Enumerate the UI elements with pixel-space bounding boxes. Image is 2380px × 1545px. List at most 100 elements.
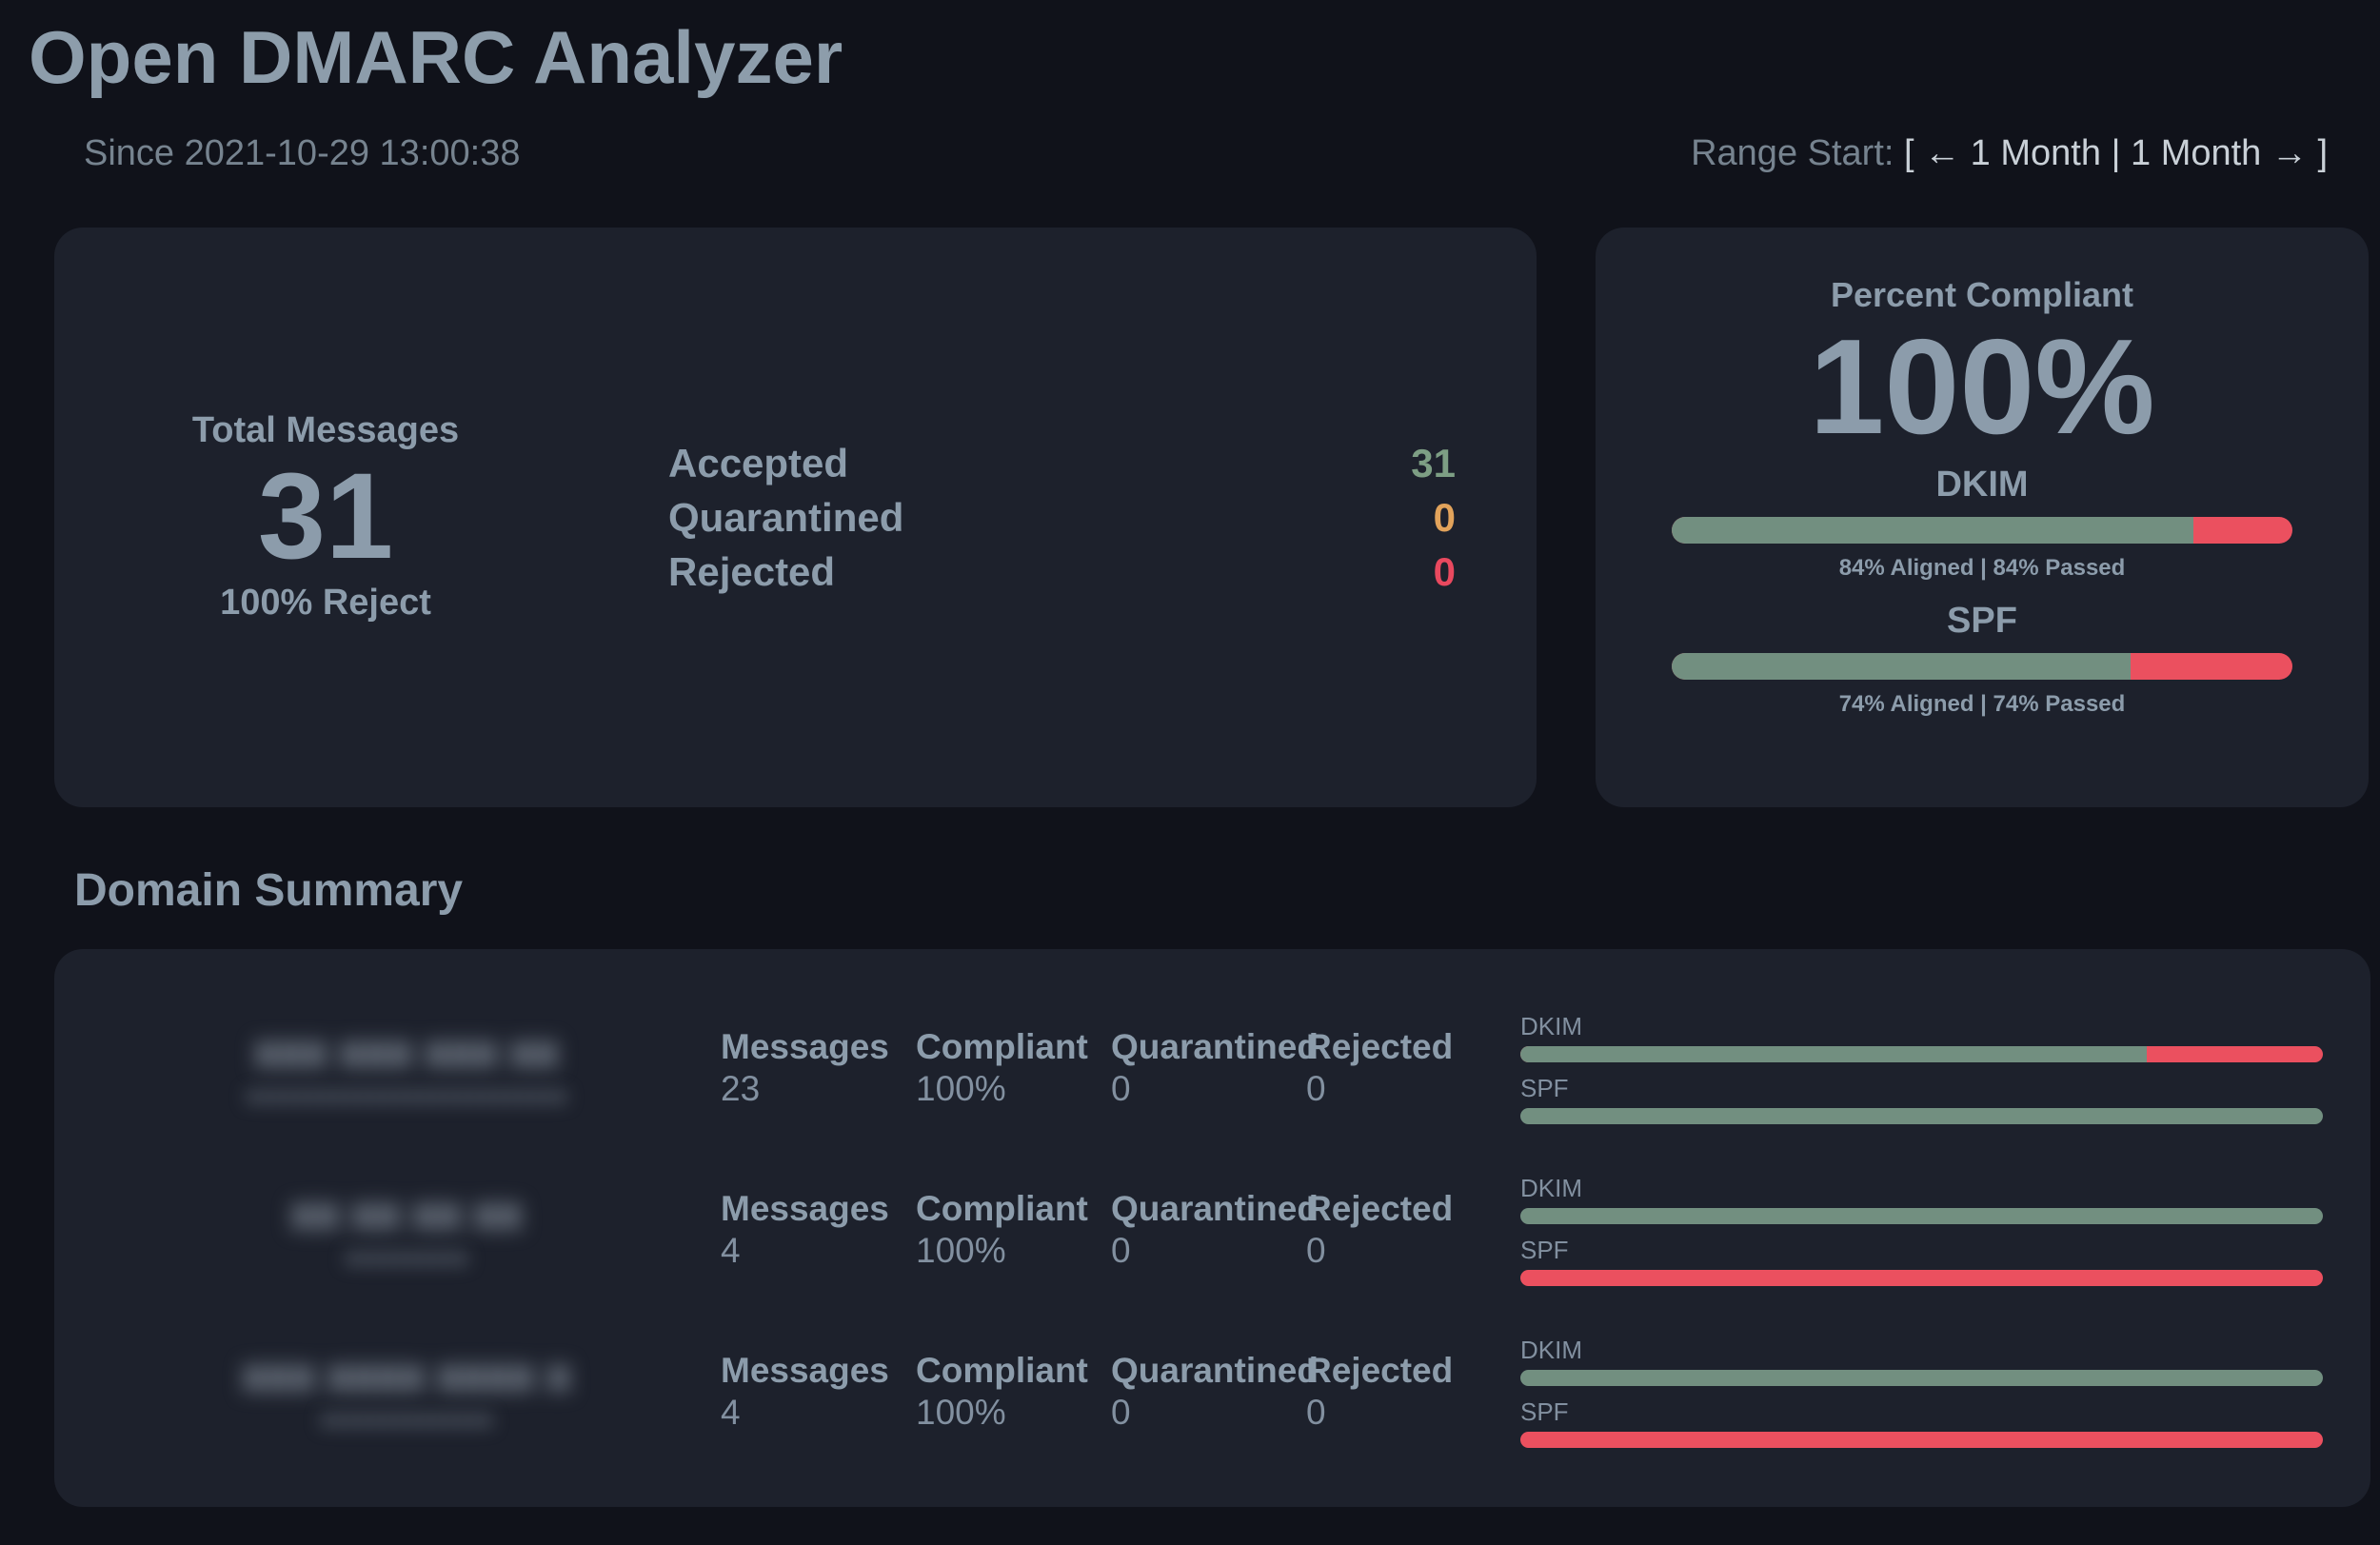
- domain-cell: xxx xxx xxx xx xxxxxxxxxxxxxxxxxxxxxxxxx…: [92, 1025, 721, 1110]
- reject-percent-label: 100% Reject: [220, 583, 431, 624]
- domain-name-link[interactable]: xxx xxxx xxxx x: [242, 1350, 571, 1400]
- accepted-value: 31: [1411, 440, 1456, 485]
- row-dkim-bar: [1520, 1045, 2323, 1062]
- row-spf-label: SPF: [1520, 1396, 1569, 1426]
- row-bars-cell: DKIM SPF: [1520, 1174, 2323, 1286]
- quarantined-value: 0: [1111, 1392, 1131, 1432]
- rejected-value: 0: [1306, 1068, 1326, 1108]
- messages-cell: Messages 23: [721, 1027, 916, 1109]
- quarantined-value: 0: [1433, 494, 1456, 540]
- row-dkim-fill: [1520, 1045, 2147, 1062]
- page-title: Open DMARC Analyzer: [29, 15, 843, 99]
- messages-cell: Messages 4: [721, 1351, 916, 1433]
- quarantined-header: Quarantined: [1111, 1350, 1319, 1390]
- range-bracket-open: [: [1904, 132, 1914, 173]
- messages-value: 23: [721, 1068, 761, 1108]
- rejected-header: Rejected: [1306, 1026, 1454, 1066]
- row-bars-cell: DKIM SPF: [1520, 1012, 2323, 1124]
- table-row: xx xx xx xx xxxxxxxxxx Messages 4 Compli…: [92, 1149, 2323, 1311]
- row-dkim-fill: [1520, 1207, 2323, 1224]
- table-row: xxx xxxx xxxx x xxxxxxxxxxxxxx Messages …: [92, 1311, 2323, 1473]
- compliant-header: Compliant: [916, 1026, 1088, 1066]
- domain-name-link[interactable]: xx xx xx xx: [290, 1188, 523, 1238]
- rejected-value: 0: [1433, 548, 1456, 594]
- rejected-cell: Rejected 0: [1306, 1351, 1511, 1433]
- range-divider: |: [2111, 132, 2121, 173]
- messages-value: 4: [721, 1392, 741, 1432]
- row-spf-fill: [1520, 1107, 2323, 1124]
- rejected-label: Rejected: [668, 548, 836, 594]
- messages-header: Messages: [721, 1350, 889, 1390]
- dkim-progress-bar: [1672, 516, 2292, 544]
- dkim-label: DKIM: [1935, 464, 2029, 505]
- rejected-value: 0: [1306, 1230, 1326, 1270]
- range-start-control: Range Start: [ ← 1 Month | 1 Month → ]: [1691, 133, 2328, 174]
- range-next-month-link[interactable]: 1 Month →: [2131, 132, 2308, 173]
- spf-progress-fill: [1672, 652, 2132, 680]
- compliant-cell: Compliant 100%: [916, 1027, 1111, 1109]
- messages-value: 4: [721, 1230, 741, 1270]
- quarantined-label: Quarantined: [668, 494, 904, 540]
- rejected-header: Rejected: [1306, 1188, 1454, 1228]
- disposition-list: Accepted 31 Quarantined 0 Rejected 0: [668, 436, 1456, 599]
- row-dkim-fill: [1520, 1369, 2323, 1386]
- row-spf-bar: [1520, 1107, 2323, 1124]
- row-dkim-label: DKIM: [1520, 1335, 1582, 1364]
- table-row: xxx xxx xxx xx xxxxxxxxxxxxxxxxxxxxxxxxx…: [92, 987, 2323, 1149]
- compliant-value: 100%: [916, 1230, 1006, 1270]
- quarantined-value: 0: [1111, 1230, 1131, 1270]
- compliant-cell: Compliant 100%: [916, 1351, 1111, 1433]
- quarantined-cell: Quarantined 0: [1111, 1026, 1319, 1109]
- messages-header: Messages: [721, 1188, 889, 1228]
- disposition-row-quarantined: Quarantined 0: [668, 490, 1456, 545]
- row-bars-cell: DKIM SPF: [1520, 1336, 2323, 1448]
- quarantined-header: Quarantined: [1111, 1026, 1319, 1066]
- dkim-caption: 84% Aligned | 84% Passed: [1838, 554, 2126, 581]
- total-messages-block: Total Messages 31 100% Reject: [140, 410, 511, 624]
- dkim-progress-fill: [1672, 516, 2193, 544]
- percent-compliant-value: 100%: [1809, 310, 2155, 463]
- row-dkim-bar: [1520, 1369, 2323, 1386]
- domain-cell: xxx xxxx xxxx x xxxxxxxxxxxxxx: [92, 1349, 721, 1434]
- domain-summary-title: Domain Summary: [74, 864, 464, 916]
- row-spf-bar: [1520, 1431, 2323, 1448]
- rejected-value: 0: [1306, 1392, 1326, 1432]
- spf-label: SPF: [1947, 600, 2017, 641]
- quarantined-value: 0: [1111, 1068, 1131, 1108]
- domain-cell: xx xx xx xx xxxxxxxxxx: [92, 1187, 721, 1272]
- accepted-label: Accepted: [668, 440, 849, 485]
- subheader: Since 2021-10-29 13:00:38 Range Start: […: [0, 133, 2380, 174]
- compliant-cell: Compliant 100%: [916, 1189, 1111, 1271]
- range-start-label: Range Start:: [1691, 132, 1894, 173]
- range-prev-month-link[interactable]: ← 1 Month: [1924, 132, 2101, 173]
- compliant-header: Compliant: [916, 1350, 1088, 1390]
- domain-name-link[interactable]: xxx xxx xxx xx: [254, 1026, 559, 1077]
- domain-subtitle: xxxxxxxxxx: [345, 1242, 468, 1272]
- row-spf-label: SPF: [1520, 1235, 1569, 1264]
- rejected-header: Rejected: [1306, 1350, 1454, 1390]
- compliant-value: 100%: [916, 1392, 1006, 1432]
- percent-compliant-card: Percent Compliant 100% DKIM 84% Aligned …: [1596, 227, 2369, 807]
- domain-summary-card: xxx xxx xxx xx xxxxxxxxxxxxxxxxxxxxxxxxx…: [54, 948, 2370, 1507]
- row-dkim-label: DKIM: [1520, 1011, 1582, 1040]
- row-spf-bar: [1520, 1269, 2323, 1286]
- messages-cell: Messages 4: [721, 1189, 916, 1271]
- message-overview-card: Total Messages 31 100% Reject Accepted 3…: [54, 227, 1537, 807]
- overview-cards-row: Total Messages 31 100% Reject Accepted 3…: [54, 227, 2369, 807]
- disposition-row-accepted: Accepted 31: [668, 436, 1456, 490]
- spf-progress-bar: [1672, 652, 2292, 680]
- row-dkim-bar: [1520, 1207, 2323, 1224]
- messages-header: Messages: [721, 1026, 889, 1066]
- range-bracket-close: ]: [2317, 132, 2328, 173]
- since-timestamp: Since 2021-10-29 13:00:38: [84, 132, 521, 173]
- total-messages-value: 31: [257, 448, 394, 585]
- rejected-cell: Rejected 0: [1306, 1189, 1511, 1271]
- rejected-cell: Rejected 0: [1306, 1027, 1511, 1109]
- disposition-row-rejected: Rejected 0: [668, 545, 1456, 599]
- spf-caption: 74% Aligned | 74% Passed: [1838, 690, 2126, 717]
- row-spf-label: SPF: [1520, 1073, 1569, 1102]
- domain-subtitle: xxxxxxxxxxxxxx: [320, 1404, 493, 1434]
- percent-compliant-title: Percent Compliant: [1830, 274, 2134, 314]
- domain-subtitle: xxxxxxxxxxxxxxxxxxxxxxxxxx: [246, 1080, 567, 1110]
